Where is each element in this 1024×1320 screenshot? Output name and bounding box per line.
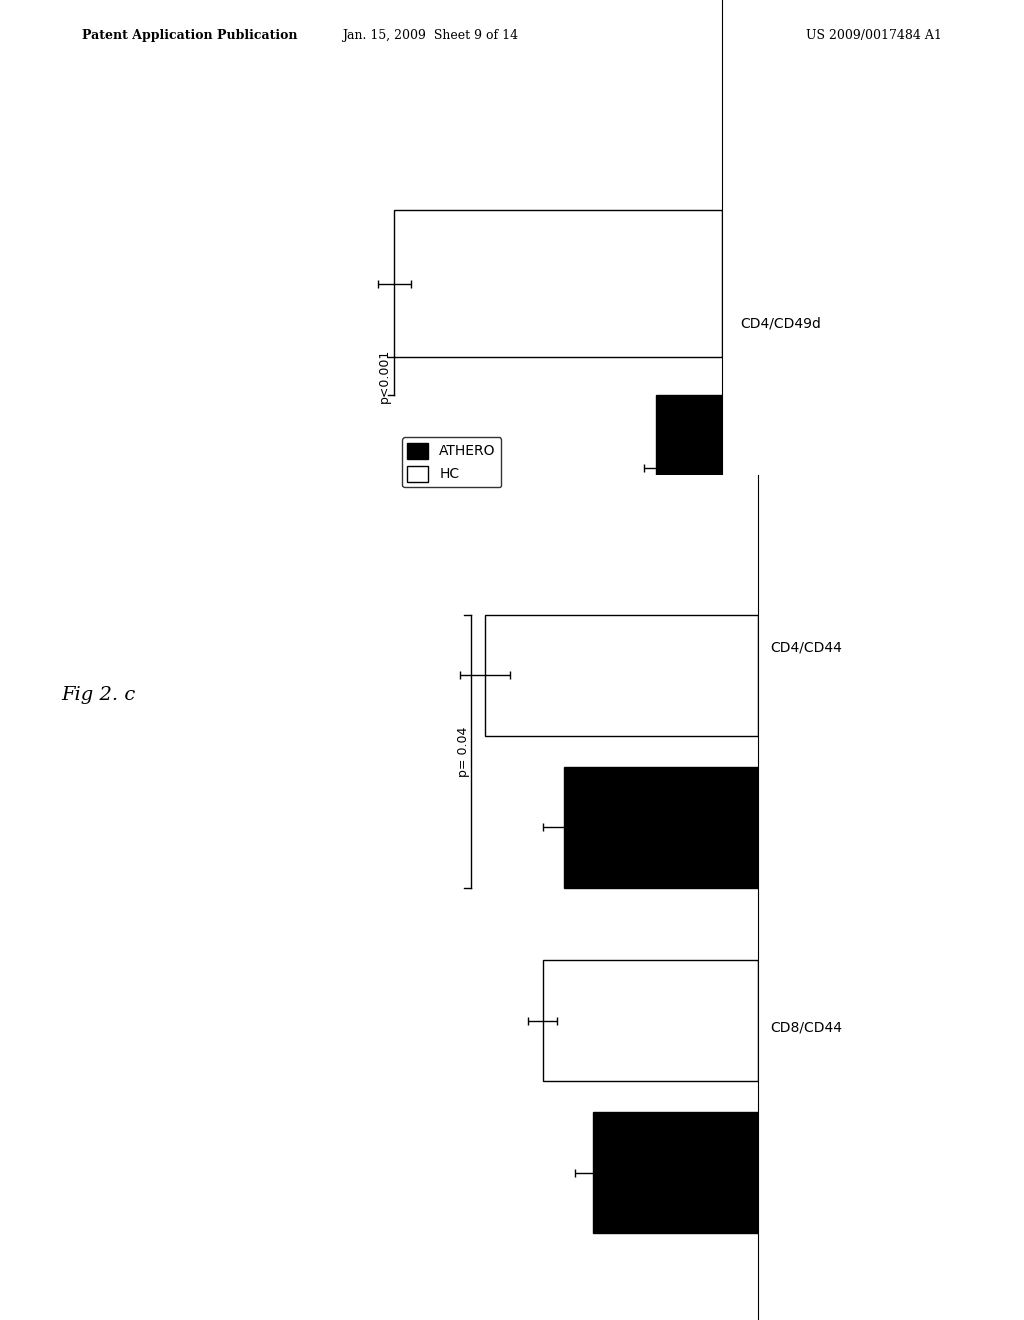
Text: CD4/CD44: CD4/CD44 bbox=[771, 640, 843, 655]
Bar bbox=[543, 960, 758, 1081]
Bar bbox=[593, 1113, 758, 1233]
Text: US 2009/0017484 A1: US 2009/0017484 A1 bbox=[806, 29, 942, 42]
Legend: ATHERO, HC: ATHERO, HC bbox=[401, 437, 502, 487]
Text: p= 0.04: p= 0.04 bbox=[457, 726, 470, 776]
X-axis label: % of positive cells: % of positive cells bbox=[481, 758, 594, 771]
Bar bbox=[394, 210, 722, 356]
Text: Fig 2. c: Fig 2. c bbox=[61, 686, 136, 705]
Text: p<0.001: p<0.001 bbox=[378, 348, 391, 403]
Bar bbox=[564, 767, 758, 888]
Text: Patent Application Publication: Patent Application Publication bbox=[82, 29, 297, 42]
Bar bbox=[485, 615, 758, 735]
Text: CD8/CD44: CD8/CD44 bbox=[771, 1020, 843, 1035]
Bar bbox=[656, 395, 722, 541]
Text: Jan. 15, 2009  Sheet 9 of 14: Jan. 15, 2009 Sheet 9 of 14 bbox=[342, 29, 518, 42]
Text: CD4/CD49d: CD4/CD49d bbox=[740, 317, 821, 330]
